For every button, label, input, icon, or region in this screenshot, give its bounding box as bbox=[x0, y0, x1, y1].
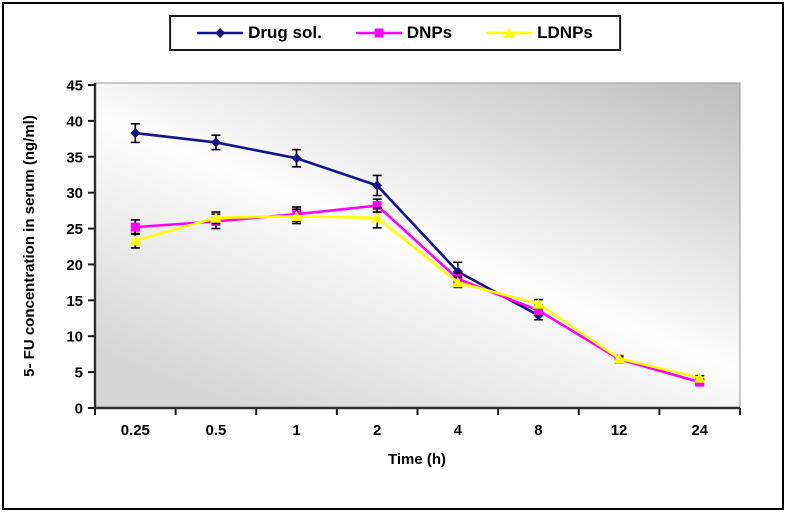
y-tick-label: 30 bbox=[66, 185, 83, 202]
data-point-square-dnps bbox=[372, 201, 382, 211]
x-tick-label: 24 bbox=[691, 422, 708, 439]
y-tick-label: 45 bbox=[66, 78, 83, 95]
x-tick-label: 4 bbox=[454, 422, 463, 439]
legend-triangle-marker-icon bbox=[486, 27, 533, 38]
data-point-triangle-ldnps bbox=[129, 235, 142, 246]
y-tick-label: 40 bbox=[66, 113, 83, 130]
series-drug-sol bbox=[130, 122, 544, 321]
data-point-diamond-drug-sol bbox=[291, 153, 302, 164]
data-point-triangle-ldnps bbox=[290, 210, 303, 222]
plot-area bbox=[94, 82, 741, 409]
x-tick-label: 2 bbox=[373, 422, 381, 439]
x-axis-title: Time (h) bbox=[388, 451, 446, 468]
x-tick-label: 12 bbox=[611, 422, 628, 439]
data-point-diamond-drug-sol bbox=[452, 266, 463, 277]
y-tick-label: 5 bbox=[75, 365, 83, 382]
series-ldnps bbox=[129, 206, 706, 383]
legend-item-ldnps: LDNPs bbox=[486, 23, 593, 43]
x-tick-label: 0.25 bbox=[121, 422, 150, 439]
data-point-diamond-drug-sol bbox=[372, 180, 383, 191]
data-point-triangle-ldnps bbox=[209, 212, 222, 223]
y-axis-title: 5- FU concentration in serum (ng/ml) bbox=[21, 115, 38, 377]
legend-diamond-marker-icon bbox=[197, 28, 244, 38]
legend-label-ldnps: LDNPs bbox=[537, 23, 593, 42]
x-tick-label: 8 bbox=[534, 422, 542, 439]
legend-label-drug-sol: Drug sol. bbox=[248, 23, 322, 42]
legend-label-dnps: DNPs bbox=[406, 23, 453, 42]
y-tick-label: 10 bbox=[66, 329, 83, 346]
y-tick-label: 0 bbox=[75, 401, 83, 418]
data-point-square-dnps bbox=[533, 305, 543, 315]
y-tick-label: 15 bbox=[66, 293, 83, 310]
legend-item-dnps: DNPs bbox=[355, 23, 453, 43]
data-point-diamond-drug-sol bbox=[130, 128, 141, 139]
y-tick-label: 35 bbox=[66, 149, 83, 166]
data-point-square-dnps bbox=[130, 222, 140, 232]
data-point-triangle-ldnps bbox=[371, 212, 384, 223]
data-point-triangle-ldnps bbox=[451, 276, 464, 288]
series-line-drug-sol bbox=[135, 131, 540, 317]
data-point-triangle-ldnps bbox=[532, 298, 545, 309]
y-tick-label: 25 bbox=[66, 221, 83, 238]
legend: Drug sol. DNPs LDNPs bbox=[169, 15, 621, 51]
data-point-diamond-drug-sol bbox=[210, 137, 221, 148]
x-tick-label: 1 bbox=[292, 422, 300, 439]
legend-item-drug-sol: Drug sol. bbox=[197, 23, 322, 43]
data-point-triangle-ldnps bbox=[693, 372, 706, 383]
x-tick-label: 0.5 bbox=[206, 422, 227, 439]
y-tick-label: 20 bbox=[66, 257, 83, 274]
series-line-ldnps bbox=[134, 215, 700, 380]
legend-square-marker-icon bbox=[355, 28, 402, 38]
data-point-triangle-ldnps bbox=[613, 352, 626, 364]
series-line-dnps bbox=[135, 204, 701, 384]
